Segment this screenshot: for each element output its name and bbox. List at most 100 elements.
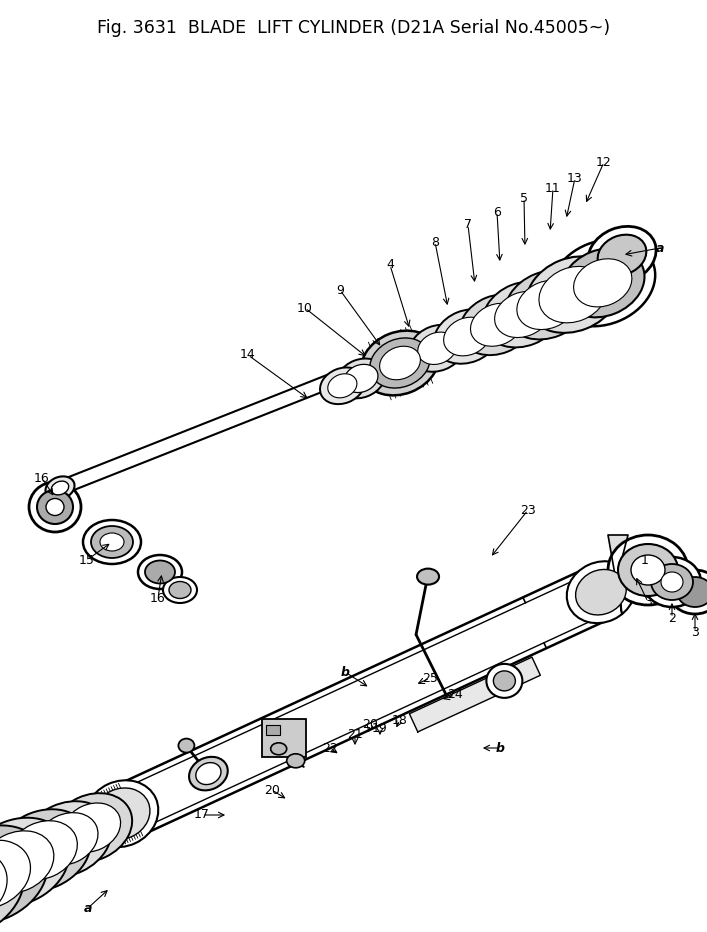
Ellipse shape xyxy=(588,226,656,283)
Ellipse shape xyxy=(93,788,150,840)
Text: 21: 21 xyxy=(347,729,363,742)
Ellipse shape xyxy=(0,840,30,909)
Ellipse shape xyxy=(337,359,385,398)
Text: 16: 16 xyxy=(150,592,166,605)
Ellipse shape xyxy=(29,482,81,532)
Text: 20: 20 xyxy=(362,719,378,732)
Ellipse shape xyxy=(169,582,191,598)
Ellipse shape xyxy=(651,564,693,600)
Ellipse shape xyxy=(677,577,707,607)
Ellipse shape xyxy=(46,499,64,515)
Ellipse shape xyxy=(287,754,305,768)
Ellipse shape xyxy=(631,555,665,585)
Text: 19: 19 xyxy=(372,721,388,734)
Ellipse shape xyxy=(567,561,635,624)
Text: 24: 24 xyxy=(447,689,463,702)
Ellipse shape xyxy=(460,295,534,355)
Ellipse shape xyxy=(483,281,563,348)
Text: 5: 5 xyxy=(520,191,528,204)
Text: 25: 25 xyxy=(422,671,438,684)
Ellipse shape xyxy=(83,520,141,564)
Text: 10: 10 xyxy=(297,301,313,314)
Text: 3: 3 xyxy=(644,596,652,609)
Ellipse shape xyxy=(0,826,48,924)
Ellipse shape xyxy=(495,292,551,337)
Polygon shape xyxy=(608,535,628,613)
Text: 6: 6 xyxy=(493,205,501,218)
Text: 14: 14 xyxy=(240,349,256,362)
Ellipse shape xyxy=(669,570,707,614)
Ellipse shape xyxy=(63,803,121,852)
Ellipse shape xyxy=(91,526,133,558)
Text: 18: 18 xyxy=(392,714,408,727)
Ellipse shape xyxy=(470,303,523,347)
Ellipse shape xyxy=(145,560,175,583)
Ellipse shape xyxy=(443,317,490,356)
Ellipse shape xyxy=(163,577,197,603)
Ellipse shape xyxy=(409,325,465,372)
Ellipse shape xyxy=(23,802,112,877)
Ellipse shape xyxy=(526,256,619,333)
Ellipse shape xyxy=(517,281,577,330)
Text: b: b xyxy=(496,742,505,755)
Ellipse shape xyxy=(0,817,69,906)
Ellipse shape xyxy=(37,490,73,524)
Ellipse shape xyxy=(0,830,54,893)
Text: 11: 11 xyxy=(545,182,561,195)
Ellipse shape xyxy=(328,374,357,398)
Ellipse shape xyxy=(486,664,522,698)
Ellipse shape xyxy=(51,793,132,862)
Ellipse shape xyxy=(550,240,655,326)
Ellipse shape xyxy=(196,762,221,785)
Ellipse shape xyxy=(0,835,25,932)
Ellipse shape xyxy=(8,821,77,880)
Text: 15: 15 xyxy=(79,554,95,567)
Text: 4: 4 xyxy=(386,258,394,271)
Ellipse shape xyxy=(178,738,194,753)
Text: 1: 1 xyxy=(641,554,649,567)
Text: b: b xyxy=(341,665,349,678)
Ellipse shape xyxy=(539,267,607,322)
Ellipse shape xyxy=(271,743,287,755)
Ellipse shape xyxy=(575,569,626,615)
Text: 16: 16 xyxy=(34,472,50,485)
Ellipse shape xyxy=(561,248,645,318)
Ellipse shape xyxy=(0,809,91,891)
Text: Fig. 3631  BLADE  LIFT CYLINDER (D21A Serial No.45005~): Fig. 3631 BLADE LIFT CYLINDER (D21A Seri… xyxy=(98,19,611,37)
Ellipse shape xyxy=(505,270,589,339)
Text: 12: 12 xyxy=(596,156,612,169)
Ellipse shape xyxy=(0,849,7,925)
Text: 20: 20 xyxy=(264,784,280,797)
Ellipse shape xyxy=(417,569,439,584)
Text: 2: 2 xyxy=(668,611,676,624)
Text: 13: 13 xyxy=(567,171,583,185)
Ellipse shape xyxy=(361,331,439,395)
Ellipse shape xyxy=(608,535,688,605)
Text: 3: 3 xyxy=(691,625,699,638)
Ellipse shape xyxy=(434,309,500,363)
Bar xyxy=(266,725,280,734)
Text: 7: 7 xyxy=(464,218,472,231)
Polygon shape xyxy=(409,657,540,732)
Ellipse shape xyxy=(189,757,228,790)
Text: 8: 8 xyxy=(431,236,439,249)
Ellipse shape xyxy=(100,533,124,551)
Text: 22: 22 xyxy=(322,742,338,755)
Text: 17: 17 xyxy=(194,808,210,821)
Ellipse shape xyxy=(661,572,683,592)
Ellipse shape xyxy=(138,555,182,589)
Ellipse shape xyxy=(370,338,430,388)
Ellipse shape xyxy=(45,476,74,500)
Ellipse shape xyxy=(85,780,158,847)
Ellipse shape xyxy=(597,235,646,275)
Ellipse shape xyxy=(493,671,515,691)
Ellipse shape xyxy=(52,481,69,495)
Bar xyxy=(262,719,305,757)
Ellipse shape xyxy=(36,813,98,865)
Ellipse shape xyxy=(573,259,632,307)
Ellipse shape xyxy=(344,364,378,392)
Ellipse shape xyxy=(380,346,421,379)
Ellipse shape xyxy=(320,367,365,404)
Text: 9: 9 xyxy=(336,283,344,296)
Ellipse shape xyxy=(618,544,678,596)
